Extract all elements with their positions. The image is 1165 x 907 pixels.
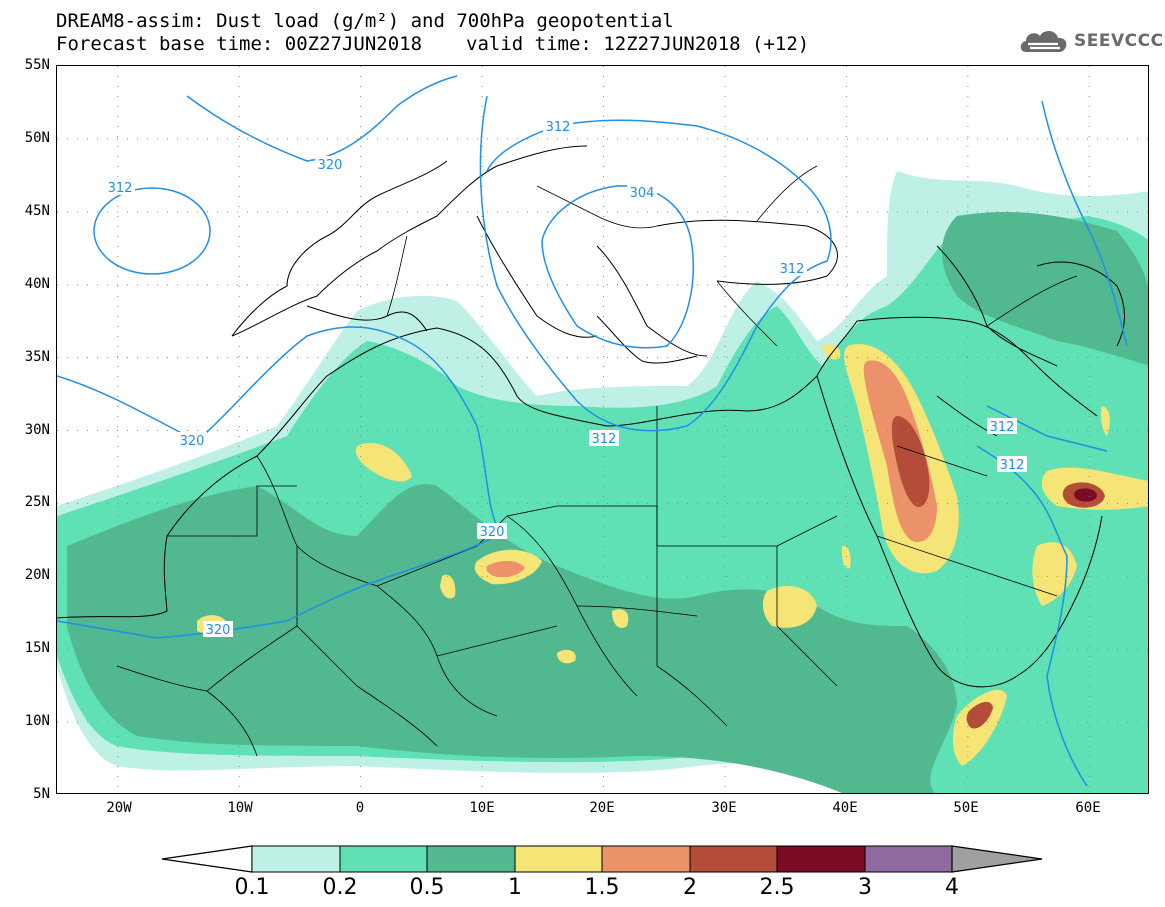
map-canvas: 312 320 312 304 312 320 312 312 312 320 … (57, 66, 1148, 793)
dust-area-1 (1032, 542, 1077, 606)
contour-label: 320 (180, 434, 205, 449)
lat-label: 15N (24, 640, 50, 656)
map-subtitle: Forecast base time: 00Z27JUN2018 valid ti… (56, 34, 809, 54)
dust-load-map: 312 320 312 304 312 320 312 312 312 320 … (56, 65, 1149, 794)
contour-label: 304 (630, 186, 655, 201)
contour-label: 312 (990, 420, 1015, 435)
dust-area-0.5 (67, 484, 957, 793)
contour-label: 320 (480, 525, 505, 540)
dust-area-2.5 (1074, 488, 1097, 502)
colorbar (161, 845, 1043, 873)
dust-area-2 (966, 701, 993, 729)
lat-label: 5N (33, 786, 50, 802)
colorbar-label: 0.2 (322, 875, 358, 900)
lon-label: 30E (711, 800, 737, 816)
lon-label: 50E (953, 800, 979, 816)
dust-area-1 (355, 442, 412, 482)
colorbar-segment (251, 845, 341, 873)
contour-label: 312 (780, 262, 805, 277)
lon-label: 0 (355, 800, 365, 816)
lat-label: 40N (24, 276, 50, 292)
lon-label: 60E (1075, 800, 1101, 816)
map-title: DREAM8-assim: Dust load (g/m²) and 700hP… (56, 10, 674, 32)
dust-area-1 (557, 649, 576, 664)
logo-text: SEEVCCC (1074, 31, 1164, 51)
valid-time: valid time: 12Z27JUN2018 (+12) (466, 33, 810, 55)
dust-area-1 (612, 609, 629, 628)
lon-label: 40E (832, 800, 858, 816)
dust-area-1 (841, 545, 851, 569)
lon-label: 10W (227, 800, 253, 816)
contour-label: 312 (546, 120, 571, 135)
lat-label: 35N (24, 349, 50, 365)
colorbar-segment (776, 845, 866, 873)
dust-area-1 (762, 586, 817, 628)
lat-label: 25N (24, 494, 50, 510)
lat-label: 55N (24, 57, 50, 73)
dust-area-1 (952, 689, 1007, 766)
seevccc-logo: SEEVCCC (1018, 26, 1164, 56)
dust-area-1 (440, 574, 456, 599)
lon-label: 10E (469, 800, 495, 816)
dust-field-layer (57, 171, 1148, 793)
colorbar-label: 1 (508, 875, 522, 900)
colorbar-label: 1.5 (584, 875, 620, 900)
lon-label: 20E (589, 800, 615, 816)
colorbar-segment (601, 845, 691, 873)
colorbar-label: 2 (683, 875, 697, 900)
lat-label: 30N (24, 422, 50, 438)
lat-label: 20N (24, 567, 50, 583)
dust-area-0.5 (942, 212, 1148, 366)
colorbar-segment (339, 845, 428, 873)
dust-area-2 (891, 416, 930, 507)
contour-label: 320 (206, 623, 231, 638)
base-time: Forecast base time: 00Z27JUN2018 (56, 33, 423, 55)
colorbar-label: 4 (945, 875, 959, 900)
coastlines (57, 145, 1125, 688)
contour-label: 312 (1000, 458, 1025, 473)
colorbar-segment (864, 845, 953, 873)
colorbar-label: 0.1 (234, 875, 270, 900)
contour-label: 320 (318, 158, 343, 173)
colorbar-segment (514, 845, 603, 873)
geopotential-contours (57, 75, 1128, 787)
lat-label: 10N (24, 713, 50, 729)
lat-label: 45N (24, 203, 50, 219)
colorbar-over-arrow (951, 845, 1043, 873)
colorbar-label: 2.5 (759, 875, 795, 900)
cloud-logo-icon (1020, 30, 1067, 52)
colorbar-label: 0.5 (409, 875, 445, 900)
lon-label: 20W (106, 800, 132, 816)
contour-label: 312 (592, 432, 617, 447)
colorbar-under-arrow (161, 845, 253, 873)
contour-labels: 312 320 312 304 312 320 312 312 312 320 … (105, 118, 1027, 638)
dust-area-1 (1100, 406, 1110, 436)
colorbar-segment (426, 845, 516, 873)
colorbar-label: 3 (858, 875, 872, 900)
dust-area-1.5 (486, 560, 525, 578)
lat-label: 50N (24, 130, 50, 146)
contour-label: 312 (108, 181, 133, 196)
colorbar-segment (689, 845, 778, 873)
